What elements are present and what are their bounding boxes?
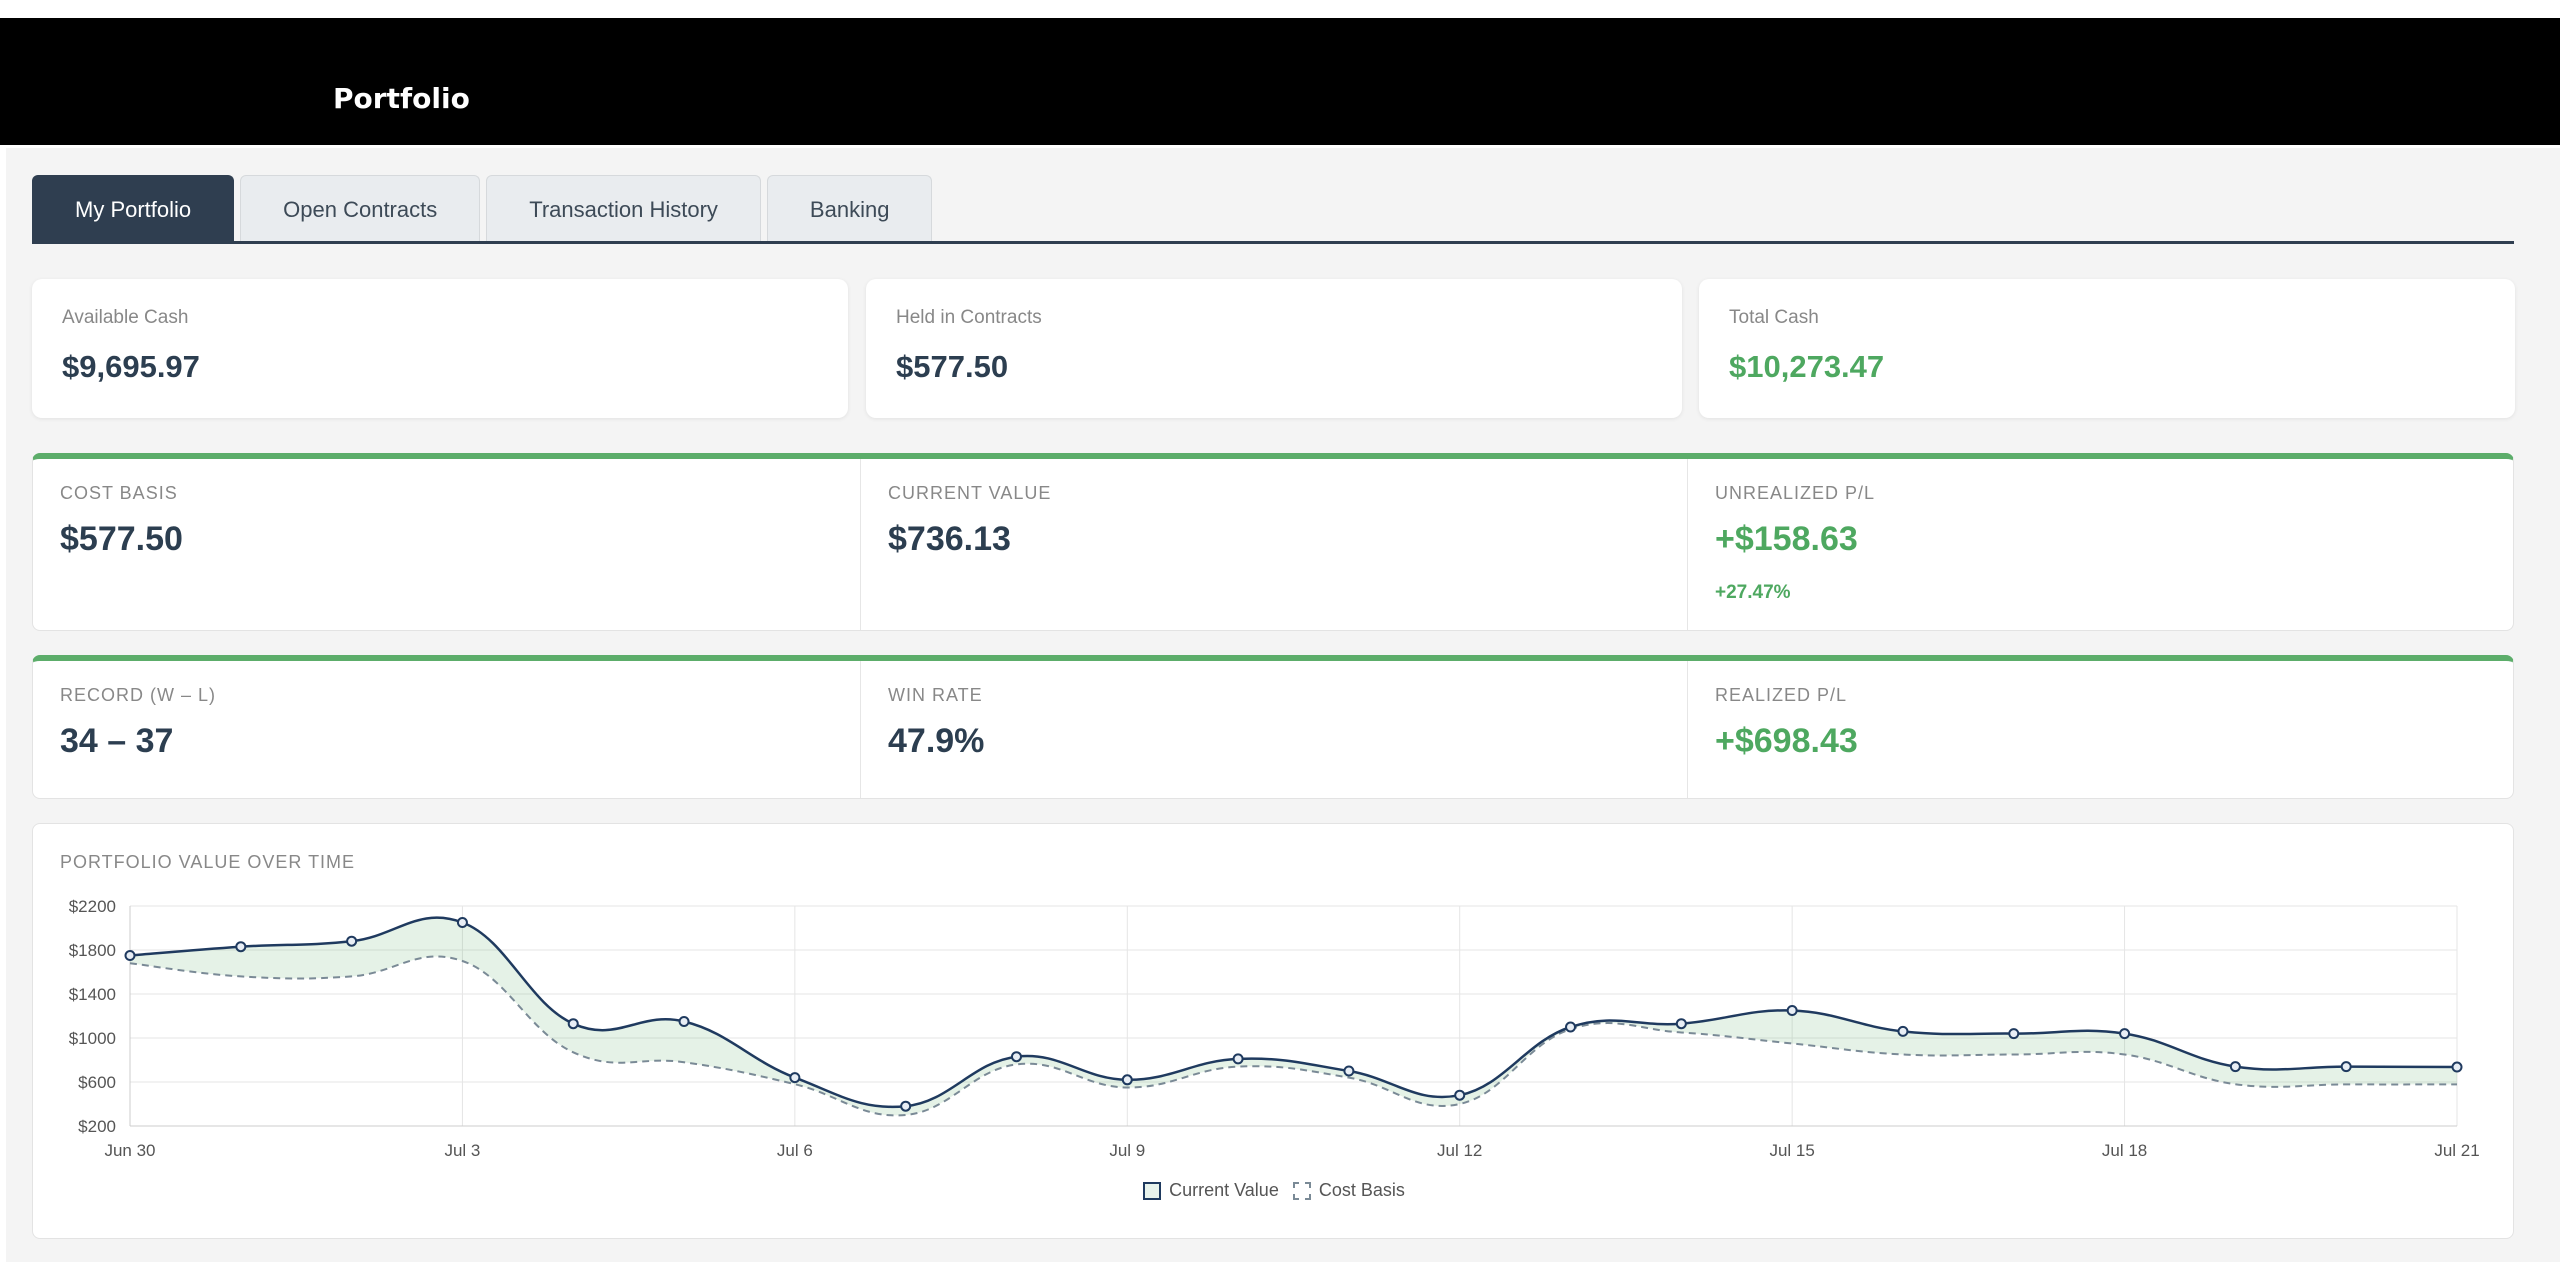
x-tick-label: Jul 15 [1769,1141,1814,1160]
win-rate-stat: WIN RATE 47.9% [860,661,1687,798]
legend-current-value-swatch [1143,1181,1162,1200]
cost-basis-value: $577.50 [60,520,183,558]
top-bar: Portfolio [0,18,2560,145]
current-value-point [1565,1021,1577,1033]
x-tick-label: Jul 6 [777,1141,813,1160]
win-rate-label: WIN RATE [888,685,983,705]
unrealized-pl-value: +$158.63 [1715,520,1858,558]
tab-my-portfolio[interactable]: My Portfolio [32,175,235,243]
legend-cost-basis[interactable]: Cost Basis [1292,1180,1405,1201]
legend-cost-basis-label: Cost Basis [1318,1180,1405,1200]
held-in-contracts-value: $577.50 [896,349,1009,384]
current-value-point [2451,1061,2463,1073]
portfolio-value-chart: $200 $600 $1000 $1400 $1800 $2200 Jun 30 Jul 3 J… [69,897,2480,1160]
chart-legend: Current Value Cost Basis [33,1180,2515,1201]
y-tick-label: $2200 [69,897,116,916]
y-tick-label: $1400 [69,985,116,1004]
tab-transaction-history[interactable]: Transaction History [486,175,761,243]
current-value-point [1454,1089,1466,1101]
current-value-point [900,1100,912,1112]
tab-bar: My Portfolio Open Contracts Transaction … [32,175,933,243]
current-value-point [789,1072,801,1084]
current-value-point [346,935,358,947]
y-tick-label: $200 [78,1117,116,1136]
record-stat: RECORD (W – L) 34 – 37 [33,661,860,798]
current-value-stat: CURRENT VALUE $736.13 [860,459,1687,630]
realized-pl-stat: REALIZED P/L +$698.43 [1687,661,2514,798]
pl-area-fill [130,917,2457,1116]
record-value: 34 – 37 [60,722,174,760]
app-title: Portfolio [333,82,470,115]
unrealized-pl-stat: UNREALIZED P/L +$158.63 +27.47% [1687,459,2514,630]
current-value-point [2119,1028,2131,1040]
current-value-point [1897,1025,1909,1037]
realized-pl-label: REALIZED P/L [1715,685,1848,705]
x-tick-label: Jul 21 [2434,1141,2479,1160]
x-tick-label: Jul 18 [2102,1141,2147,1160]
total-cash-label: Total Cash [1729,307,1819,328]
current-value-point [1343,1065,1355,1077]
current-value-point [2340,1061,2352,1073]
tab-open-contracts[interactable]: Open Contracts [240,175,481,243]
cost-basis-label: COST BASIS [60,483,178,503]
portfolio-chart-card: PORTFOLIO VALUE OVER TIME $200 $600 $1000 $… [32,823,2514,1239]
current-value-point [235,941,247,953]
cost-basis-stat: COST BASIS $577.50 [33,459,860,630]
realized-pl-value: +$698.43 [1715,722,1858,760]
current-value-label: CURRENT VALUE [888,483,1052,503]
current-value-point [1675,1018,1687,1030]
total-cash-card: Total Cash $10,273.47 [1699,279,2515,418]
available-cash-card: Available Cash $9,695.97 [32,279,848,418]
legend-current-value-label: Current Value [1169,1180,1279,1200]
tab-underline [32,241,2514,244]
x-tick-label: Jul 12 [1437,1141,1482,1160]
current-value-point [1010,1051,1022,1063]
current-value-point [567,1018,579,1030]
current-value-point [678,1016,690,1027]
x-tick-label: Jun 30 [104,1141,155,1160]
record-panel: RECORD (W – L) 34 – 37 WIN RATE 47.9% RE… [32,655,2514,799]
current-value-point [2008,1028,2020,1040]
legend-cost-basis-swatch [1292,1181,1311,1200]
current-value-point [456,917,468,928]
current-value-point [1786,1005,1798,1016]
held-in-contracts-label: Held in Contracts [896,307,1042,328]
positions-panel: COST BASIS $577.50 CURRENT VALUE $736.13… [32,453,2514,631]
current-value-point [2229,1061,2241,1073]
current-value-point [1232,1053,1244,1065]
current-value-point [1121,1074,1133,1086]
held-in-contracts-card: Held in Contracts $577.50 [866,279,1682,418]
win-rate-value: 47.9% [888,722,985,760]
cost-basis-line [129,955,2458,1117]
y-tick-label: $600 [78,1073,116,1092]
available-cash-label: Available Cash [62,307,189,328]
x-tick-label: Jul 3 [444,1141,480,1160]
unrealized-pl-percent: +27.47% [1715,582,1791,603]
available-cash-value: $9,695.97 [62,349,200,384]
total-cash-value: $10,273.47 [1729,349,1885,384]
y-tick-label: $1800 [69,941,116,960]
unrealized-pl-label: UNREALIZED P/L [1715,483,1876,503]
tab-banking[interactable]: Banking [766,175,933,243]
record-label: RECORD (W – L) [60,685,217,705]
current-value-value: $736.13 [888,520,1011,558]
legend-current-value[interactable]: Current Value [1143,1180,1279,1201]
chart-title: PORTFOLIO VALUE OVER TIME [60,852,356,872]
current-value-point [124,950,136,961]
current-value-line [129,916,2458,1109]
x-tick-label: Jul 9 [1109,1141,1145,1160]
y-tick-label: $1000 [69,1029,116,1048]
